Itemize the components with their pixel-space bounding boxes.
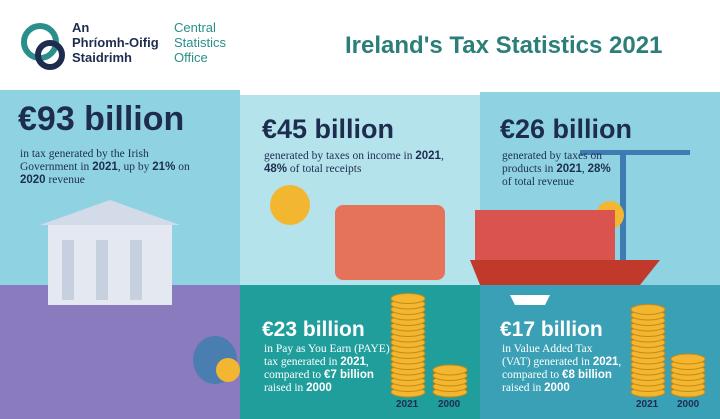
bank-roof — [40, 200, 180, 225]
text-run: 48% — [264, 163, 288, 175]
text-run: 2021 — [340, 356, 366, 368]
text-run: of total revenue — [502, 176, 575, 188]
logo-irish: An Phríomh-Oifig Staidrimh — [72, 20, 159, 65]
text-run: 2020 — [20, 174, 46, 186]
containers — [475, 210, 615, 260]
boat — [510, 295, 550, 305]
column — [96, 240, 108, 300]
description: in Value Added Tax (VAT) generated in 20… — [502, 343, 622, 395]
text-run: 2021 — [92, 161, 118, 173]
text-run: , compared to — [502, 356, 622, 381]
text-run: generated by taxes on income in — [264, 150, 416, 162]
text-run: €7 billion — [324, 369, 374, 381]
coin — [432, 364, 468, 376]
text-run: , — [440, 150, 444, 162]
column — [130, 240, 142, 300]
year-label: 2000 — [677, 399, 700, 410]
logo-ring — [35, 40, 65, 70]
text-run: , up by — [117, 161, 153, 173]
headline: €23 billion — [262, 318, 365, 341]
crane-arm — [580, 150, 690, 155]
ship — [470, 260, 660, 285]
text-run: of total receipts — [287, 163, 362, 175]
description: in Pay as You Earn (PAYE) tax generated … — [264, 343, 399, 395]
logo-line: Phríomh-Oifig — [72, 35, 159, 50]
text-run: on — [175, 161, 190, 173]
headline: €26 billion — [500, 114, 633, 144]
headline: €17 billion — [500, 318, 603, 341]
text-run: €8 billion — [562, 369, 612, 381]
description: generated by taxes on income in 2021, 48… — [264, 150, 464, 176]
logo-line: Staidrimh — [72, 50, 132, 65]
headline: €45 billion — [262, 114, 395, 144]
logo-line: Office — [174, 50, 208, 65]
text-run: 2021 — [592, 356, 619, 368]
year-label: 2000 — [438, 399, 461, 410]
wallet — [335, 205, 445, 280]
coin — [216, 358, 240, 382]
text-run: 2000 — [306, 382, 332, 394]
logo-line: An — [72, 20, 90, 35]
text-run: 2021 — [556, 163, 582, 175]
coin — [270, 185, 310, 225]
title: Ireland's Tax Statistics 2021 — [345, 32, 663, 59]
year-label: 2021 — [396, 399, 419, 410]
text-run: in Pay as You Earn (PAYE) tax generated … — [264, 343, 390, 368]
text-run: generated by taxes on products in — [502, 150, 602, 175]
coin — [390, 293, 426, 304]
column — [62, 240, 74, 300]
description: generated by taxes on products in 2021, … — [502, 150, 617, 189]
text-run: in tax generated by the Irish Government… — [20, 148, 149, 173]
coin — [630, 304, 666, 315]
text-run: raised in — [502, 382, 545, 394]
headline: €93 billion — [18, 100, 185, 138]
logo-english: Central Statistics Office — [174, 20, 226, 65]
text-run: raised in — [264, 382, 307, 394]
text-run: in Value Added Tax (VAT) generated in — [502, 343, 593, 368]
ground-2 — [240, 285, 480, 419]
coin — [670, 353, 706, 365]
coin-stacks — [390, 293, 706, 398]
text-run: , — [581, 163, 588, 175]
text-run: 21% — [152, 161, 176, 173]
logo-line: Central — [174, 20, 216, 35]
year-label: 2021 — [636, 399, 659, 410]
description: in tax generated by the Irish Government… — [20, 148, 195, 187]
text-run: revenue — [45, 174, 85, 186]
text-run: , compared to — [264, 356, 369, 381]
text-run: 28% — [587, 163, 611, 175]
text-run: 2021 — [415, 150, 441, 162]
text-run: 2000 — [544, 382, 570, 394]
logo-line: Statistics — [174, 35, 227, 50]
